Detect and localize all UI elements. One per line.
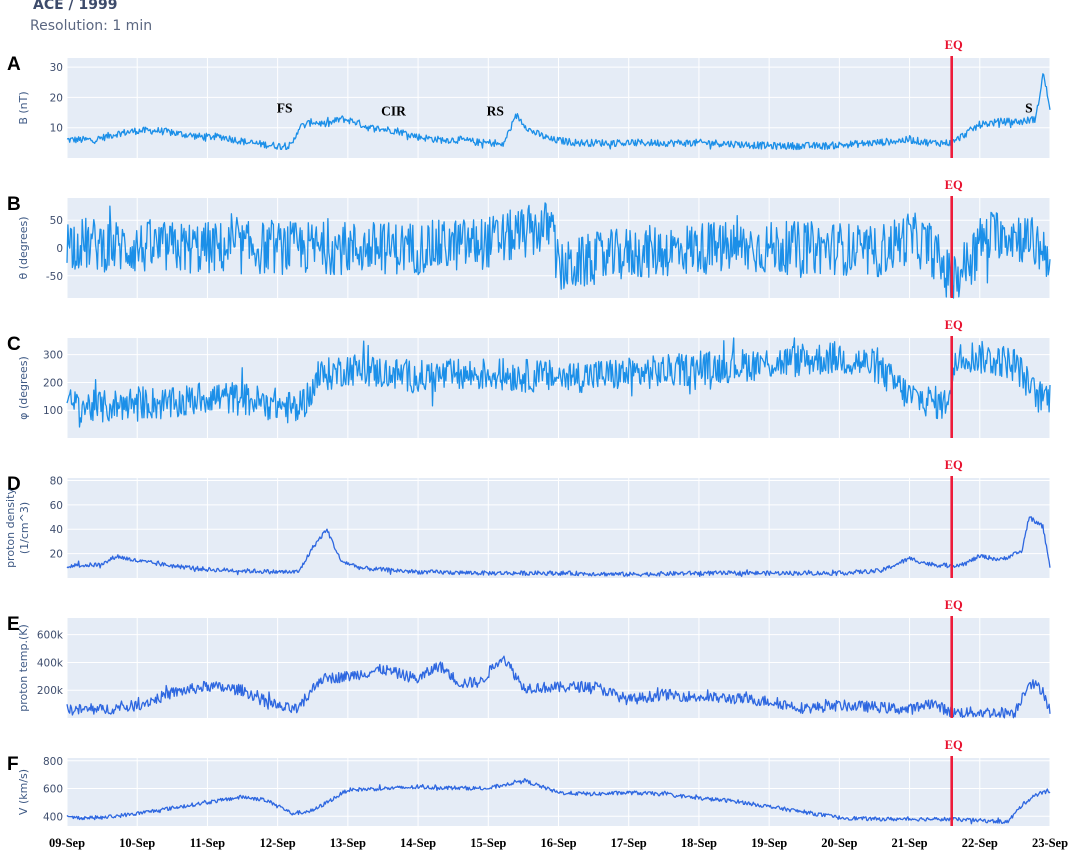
panel-c: 100 200 300 Cφ (degrees) EQ bbox=[7, 318, 1051, 438]
panel-letter: F bbox=[7, 754, 19, 775]
annotation-label: RS bbox=[487, 104, 504, 119]
y-axis-label: θ (degrees) bbox=[17, 216, 30, 279]
y-axis-label: B (nT) bbox=[17, 91, 30, 124]
series-line bbox=[66, 73, 1051, 151]
series-line bbox=[66, 337, 1051, 428]
y-tick-label: 30 bbox=[50, 62, 63, 74]
y-tick-label: 200 bbox=[43, 377, 63, 389]
series-line bbox=[66, 778, 1051, 825]
y-tick-label: 20 bbox=[50, 549, 63, 561]
x-tick-label: 21-Sep bbox=[892, 836, 928, 850]
series-line bbox=[66, 516, 1051, 578]
x-tick-label: 13-Sep bbox=[330, 836, 366, 850]
x-tick-label: 12-Sep bbox=[260, 836, 296, 850]
panel-letter: D bbox=[7, 474, 21, 495]
panel-f: 400 600 800 FV (km/s) EQ bbox=[7, 738, 1051, 826]
y-tick-label: 10 bbox=[50, 123, 63, 135]
y-tick-label: 100 bbox=[43, 405, 63, 417]
x-tick-label: 10-Sep bbox=[119, 836, 155, 850]
y-tick-label: 200k bbox=[37, 685, 64, 697]
chart-title: ACE / 1999 bbox=[33, 0, 118, 13]
y-tick-label: 0 bbox=[56, 243, 63, 255]
x-tick-label: 14-Sep bbox=[400, 836, 436, 850]
eq-marker-label: EQ bbox=[945, 318, 963, 332]
eq-marker-label: EQ bbox=[945, 458, 963, 472]
eq-marker-label: EQ bbox=[945, 178, 963, 192]
x-tick-label: 17-Sep bbox=[611, 836, 647, 850]
chart-subtitle: Resolution: 1 min bbox=[30, 18, 153, 34]
annotation-label: S bbox=[1025, 101, 1033, 116]
y-axis-label: proton temp.(K) bbox=[17, 624, 30, 712]
y-tick-label: 400 bbox=[43, 811, 63, 823]
y-tick-label: 800 bbox=[43, 756, 63, 768]
panel-letter: C bbox=[7, 334, 21, 355]
y-tick-label: 400k bbox=[37, 657, 64, 669]
panel-letter: A bbox=[7, 54, 21, 75]
y-tick-label: 20 bbox=[50, 92, 63, 104]
y-tick-label: 50 bbox=[50, 215, 63, 227]
panel-letter: E bbox=[7, 614, 20, 635]
x-tick-label: 23-Sep bbox=[1032, 836, 1068, 850]
eq-marker-label: EQ bbox=[945, 38, 963, 52]
x-tick-label: 11-Sep bbox=[190, 836, 225, 850]
panel-a: 10 20 30 A B (nT) EQ FS CIR RS S bbox=[7, 38, 1051, 158]
y-tick-label: 40 bbox=[50, 524, 63, 536]
y-tick-label: 60 bbox=[50, 500, 63, 512]
x-tick-label: 16-Sep bbox=[540, 836, 576, 850]
eq-marker-label: EQ bbox=[945, 598, 963, 612]
y-tick-label: 80 bbox=[50, 475, 63, 487]
y-tick-label: 600 bbox=[43, 784, 63, 796]
series-line bbox=[66, 655, 1051, 719]
y-axis-label: V (km/s) bbox=[17, 769, 30, 815]
annotation-label: CIR bbox=[381, 104, 406, 119]
eq-marker-label: EQ bbox=[945, 738, 963, 752]
y-tick-label: 300 bbox=[43, 350, 63, 362]
y-axis-label: proton density bbox=[4, 488, 17, 568]
x-tick-label: 22-Sep bbox=[962, 836, 998, 850]
x-tick-label: 20-Sep bbox=[821, 836, 857, 850]
x-tick-label: 15-Sep bbox=[470, 836, 506, 850]
y-tick-label: -50 bbox=[46, 271, 63, 283]
series-line bbox=[66, 202, 1051, 299]
annotation-label: FS bbox=[277, 101, 293, 116]
x-tick-label: 18-Sep bbox=[681, 836, 717, 850]
x-tick-label: 19-Sep bbox=[751, 836, 787, 850]
x-tick-label: 09-Sep bbox=[49, 836, 85, 850]
panel-letter: B bbox=[7, 194, 21, 215]
panel-b: -50 0 50 Bθ (degrees) EQ bbox=[7, 178, 1051, 299]
y-tick-label: 600k bbox=[37, 630, 64, 642]
y-axis-label-unit: (1/cm^3) bbox=[18, 502, 31, 554]
y-axis-label: φ (degrees) bbox=[17, 356, 30, 420]
